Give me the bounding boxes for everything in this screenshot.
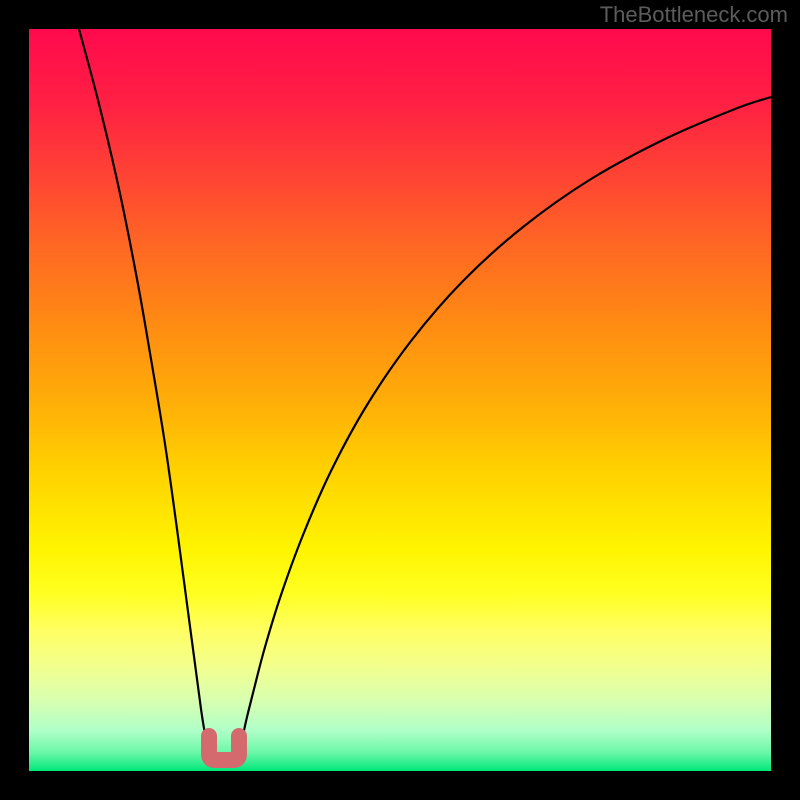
gradient-background <box>29 29 771 771</box>
chart-frame: TheBottleneck.com <box>0 0 800 800</box>
watermark-text: TheBottleneck.com <box>600 2 788 28</box>
plot-area <box>29 29 771 771</box>
chart-svg <box>29 29 771 771</box>
